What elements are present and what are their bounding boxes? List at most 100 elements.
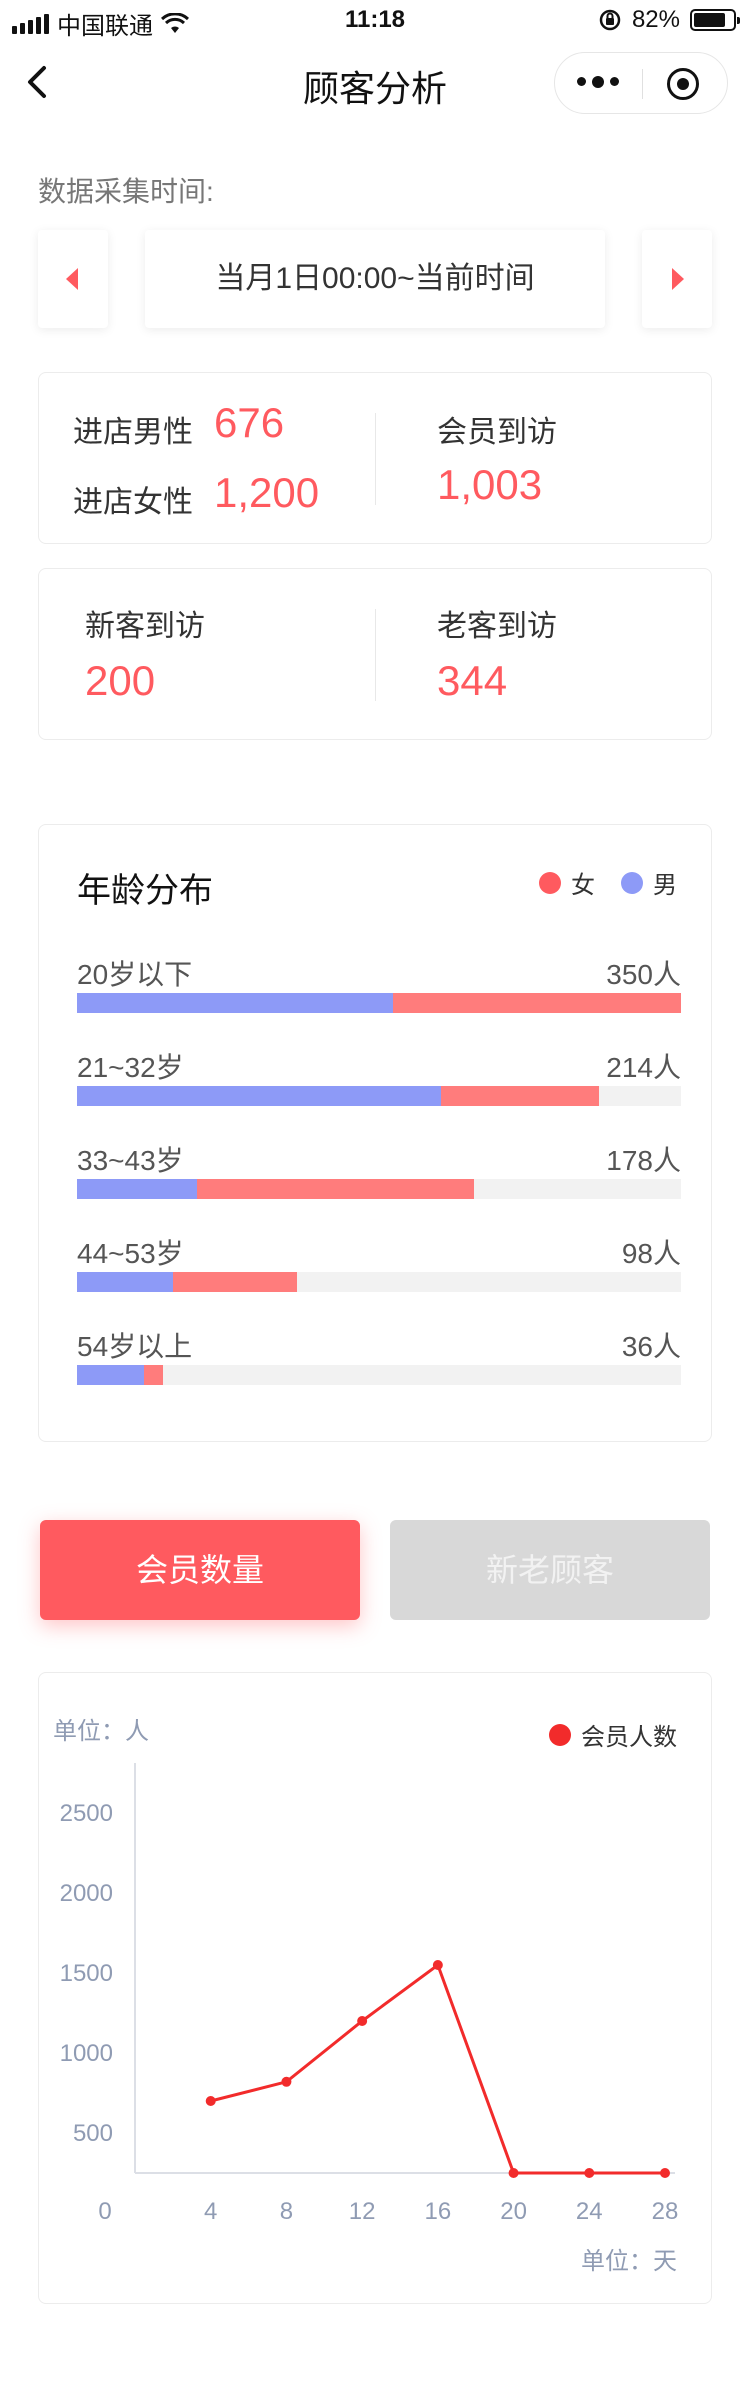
status-right: 82% bbox=[598, 6, 740, 34]
age-bar-male bbox=[77, 1272, 174, 1292]
old-visitors-value: 344 bbox=[437, 657, 508, 704]
age-row-count: 178人 bbox=[606, 1145, 681, 1176]
wifi-icon bbox=[161, 12, 189, 33]
y-tick-label: 1500 bbox=[60, 1960, 113, 1987]
y-tick-label: 1000 bbox=[60, 2040, 113, 2067]
age-bar-male bbox=[77, 1179, 197, 1199]
age-row-count: 214人 bbox=[606, 1052, 681, 1083]
close-miniprogram-icon[interactable] bbox=[667, 68, 699, 100]
carrier-name: 中国联通 bbox=[57, 13, 153, 40]
new-visitors-label: 新客到访 bbox=[85, 610, 205, 643]
mini-program-capsule bbox=[554, 52, 728, 114]
age-bar-female bbox=[173, 1272, 298, 1292]
member-data-point bbox=[357, 2016, 368, 2026]
age-row-count: 98人 bbox=[621, 1238, 681, 1269]
member-data-point bbox=[205, 2096, 216, 2106]
x-unit-label: 单位：天 bbox=[581, 2248, 677, 2275]
y-tick-label: 500 bbox=[73, 2120, 113, 2147]
more-icon[interactable] bbox=[577, 75, 619, 88]
caret-left-icon bbox=[66, 268, 78, 290]
age-bar-male bbox=[77, 993, 394, 1013]
new-visitors-value: 200 bbox=[85, 657, 156, 704]
age-bar-male bbox=[77, 1365, 145, 1385]
age-row-label: 33~43岁 bbox=[77, 1145, 184, 1176]
legend-male-dot bbox=[621, 871, 643, 894]
old-visitors-label: 老客到访 bbox=[437, 610, 557, 643]
member-series-line bbox=[210, 1962, 665, 2175]
age-bar-female bbox=[441, 1086, 600, 1106]
status-time: 11:18 bbox=[344, 6, 406, 33]
x-tick-label: 12 bbox=[349, 2198, 376, 2225]
female-visitors-label: 进店女性 bbox=[73, 486, 193, 519]
age-bar-female bbox=[144, 1365, 164, 1385]
battery-percent: 82% bbox=[631, 6, 680, 33]
tab-new-old-customers[interactable]: 新老顾客 bbox=[390, 1520, 710, 1620]
caret-right-icon bbox=[672, 268, 684, 290]
member-data-point bbox=[508, 2168, 519, 2178]
legend-female-label: 女 bbox=[571, 872, 595, 899]
visitor-gender-card: 进店男性 676 进店女性 1,200 会员到访 1,003 bbox=[38, 372, 712, 544]
legend-female-dot bbox=[539, 871, 561, 894]
legend-member-label: 会员人数 bbox=[581, 1724, 677, 1751]
card-divider bbox=[375, 609, 376, 701]
back-arrow-icon[interactable] bbox=[18, 62, 58, 102]
age-row-bar bbox=[77, 1365, 681, 1385]
new-old-visitor-card: 新客到访 200 老客到访 344 bbox=[38, 568, 712, 740]
x-tick-label: 4 bbox=[204, 2198, 217, 2225]
legend-female: 女 bbox=[539, 865, 595, 900]
legend-member-dot bbox=[549, 1723, 571, 1746]
x-tick-label: 28 bbox=[652, 2198, 679, 2225]
male-visitors-label: 进店男性 bbox=[73, 416, 193, 449]
status-bar: 中国联通 11:18 82% bbox=[0, 0, 750, 40]
battery-fill bbox=[694, 13, 726, 27]
age-row-label: 21~32岁 bbox=[77, 1052, 184, 1083]
age-row-bar bbox=[77, 1272, 681, 1292]
date-range-display[interactable]: 当月1日00:00~当前时间 bbox=[145, 230, 605, 328]
age-bar-female bbox=[196, 1179, 475, 1199]
x-tick-label: 20 bbox=[500, 2198, 527, 2225]
y-tick-label: 2500 bbox=[60, 1800, 113, 1827]
card-divider bbox=[375, 413, 376, 505]
age-distribution-card: 年龄分布 女 男 20岁以下 350人 21~32岁 214人 33~43岁 1… bbox=[38, 824, 712, 1442]
age-distribution-title: 年龄分布 bbox=[77, 872, 213, 910]
age-row-label: 44~53岁 bbox=[77, 1238, 184, 1269]
member-visits-value: 1,003 bbox=[437, 461, 543, 508]
nav-bar: 顾客分析 bbox=[0, 44, 750, 120]
age-row-count: 36人 bbox=[621, 1331, 681, 1362]
battery-icon bbox=[690, 9, 740, 31]
age-row-bar bbox=[77, 1086, 681, 1106]
age-bar-male bbox=[77, 1086, 442, 1106]
tab-member-count[interactable]: 会员数量 bbox=[40, 1520, 360, 1620]
age-row-bar bbox=[77, 993, 681, 1013]
age-row-label: 20岁以下 bbox=[77, 959, 193, 990]
page-title: 顾客分析 bbox=[302, 68, 447, 109]
member-data-point bbox=[584, 2168, 595, 2178]
member-data-point bbox=[281, 2076, 292, 2087]
legend-male: 男 bbox=[621, 865, 677, 900]
member-data-point bbox=[432, 1960, 443, 1970]
x-tick-label: 24 bbox=[576, 2198, 603, 2225]
age-row-count: 350人 bbox=[606, 959, 681, 990]
capsule-divider bbox=[642, 69, 643, 99]
y-tick-label: 2000 bbox=[60, 1880, 113, 1907]
female-visitors-value: 1,200 bbox=[214, 469, 320, 516]
member-visits-label: 会员到访 bbox=[437, 416, 557, 449]
chart-legend: 会员人数 bbox=[549, 1717, 677, 1752]
member-line-chart: 500 1000 1500 2000 2500 0 4 8 12 16 20 24 28 bbox=[60, 1763, 679, 2225]
member-data-point bbox=[660, 2168, 670, 2178]
member-chart-card: 单位：人 会员人数 500 1000 1500 2000 2500 0 4 8 12 16 20 24… bbox=[38, 1672, 712, 2304]
age-row-bar bbox=[77, 1179, 681, 1199]
x-tick-label: 8 bbox=[280, 2198, 293, 2225]
signal-icon bbox=[12, 13, 49, 34]
prev-period-button[interactable] bbox=[38, 230, 108, 328]
age-bar-female bbox=[393, 993, 681, 1013]
next-period-button[interactable] bbox=[642, 230, 712, 328]
collection-time-label: 数据采集时间: bbox=[38, 176, 214, 207]
age-row-label: 54岁以上 bbox=[77, 1331, 193, 1362]
y-unit-label: 单位：人 bbox=[53, 1718, 149, 1745]
x-tick-label: 16 bbox=[425, 2198, 452, 2225]
orientation-lock-icon bbox=[599, 9, 621, 31]
legend-male-label: 男 bbox=[653, 872, 677, 899]
status-left: 中国联通 bbox=[12, 6, 189, 41]
male-visitors-value: 676 bbox=[214, 399, 285, 446]
